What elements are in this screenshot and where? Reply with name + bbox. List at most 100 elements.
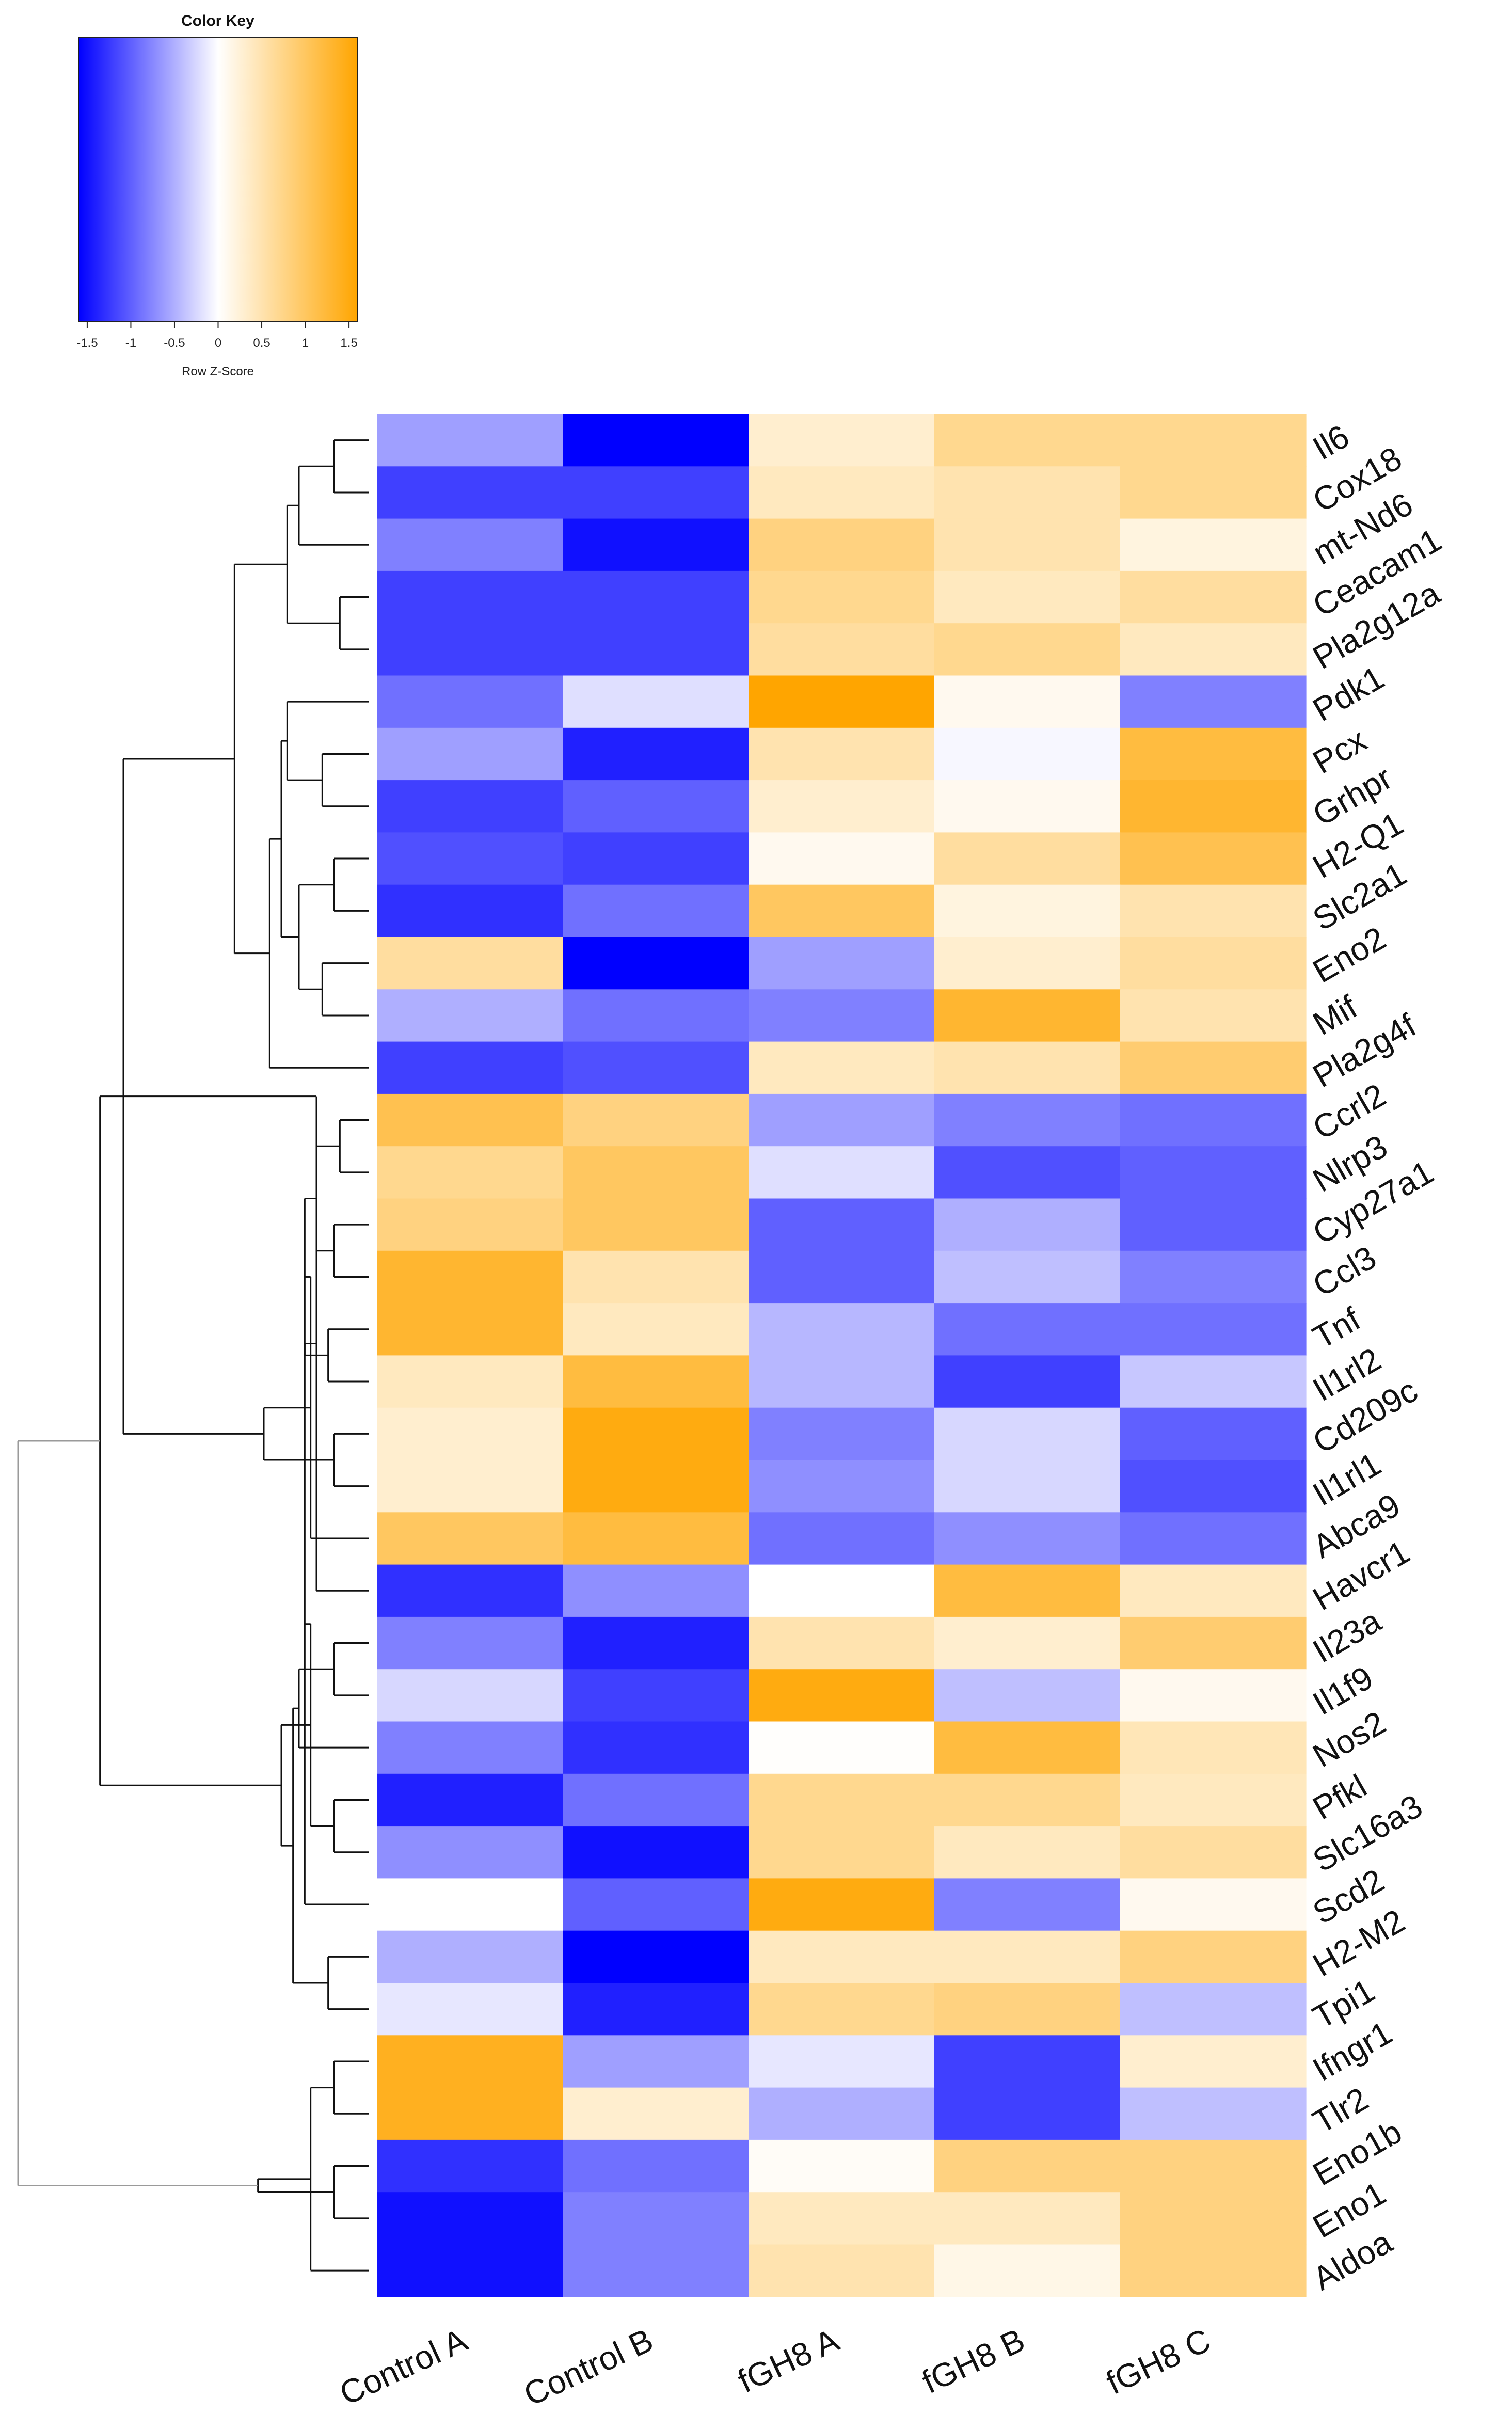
heatmap-cell xyxy=(1120,1512,1307,1565)
heatmap-cell xyxy=(1120,1721,1307,1774)
heatmap-cell xyxy=(563,1721,749,1774)
column-label: fGH8 B xyxy=(916,2321,1030,2401)
color-key-tick-label: 1.5 xyxy=(340,336,357,350)
heatmap-cell xyxy=(377,2035,563,2088)
color-key-tick-label: 0 xyxy=(215,336,221,350)
heatmap-cell xyxy=(1120,1093,1307,1147)
row-label: Pdk1 xyxy=(1307,659,1390,728)
row-label: Ccl3 xyxy=(1307,1238,1382,1304)
heatmap-cell xyxy=(377,1616,563,1670)
color-key-title: Color Key xyxy=(181,12,254,29)
heatmap-cell xyxy=(1120,1460,1307,1513)
heatmap-cell xyxy=(1120,518,1307,571)
heatmap-cell xyxy=(377,414,563,467)
heatmap-cell xyxy=(377,884,563,938)
heatmap-cell xyxy=(377,570,563,624)
heatmap-cell xyxy=(563,414,749,467)
row-label: Eno2 xyxy=(1307,919,1392,990)
heatmap-cell xyxy=(749,2035,935,2088)
heatmap-cell xyxy=(377,989,563,1042)
heatmap-cell xyxy=(749,1616,935,1670)
heatmap-cell xyxy=(749,1826,935,1879)
heatmap-cell xyxy=(749,1878,935,1931)
heatmap-cell xyxy=(934,623,1121,676)
heatmap-cell xyxy=(749,570,935,624)
heatmap-cell xyxy=(563,1250,749,1304)
heatmap-cell xyxy=(1120,1616,1307,1670)
column-label: Control B xyxy=(518,2321,659,2413)
heatmap-cell xyxy=(563,1983,749,2036)
heatmap-cell xyxy=(1120,2139,1307,2193)
heatmap-cell xyxy=(377,780,563,833)
heatmap-cell xyxy=(749,1407,935,1460)
heatmap-cell xyxy=(934,937,1121,990)
heatmap-cell xyxy=(563,937,749,990)
heatmap-cell xyxy=(563,518,749,571)
row-label: Il6 xyxy=(1307,418,1356,467)
heatmap-cell xyxy=(749,414,935,467)
heatmap-cell xyxy=(934,1355,1121,1408)
heatmap-cell xyxy=(749,1041,935,1094)
row-label: Il23a xyxy=(1307,1602,1388,1670)
heatmap-cell xyxy=(1120,2035,1307,2088)
heatmap-cell xyxy=(749,1512,935,1565)
heatmap-cell xyxy=(749,1303,935,1356)
heatmap-cell xyxy=(563,1460,749,1513)
heatmap-cell xyxy=(749,1198,935,1251)
heatmap-cell xyxy=(934,1564,1121,1617)
heatmap-cell xyxy=(934,1669,1121,1722)
heatmap-cell xyxy=(934,1093,1121,1147)
heatmap-cell xyxy=(563,1093,749,1147)
heatmap-cell xyxy=(749,780,935,833)
heatmap-cell xyxy=(563,780,749,833)
heatmap-cell xyxy=(749,937,935,990)
heatmap-cell xyxy=(1120,570,1307,624)
heatmap-cell xyxy=(563,884,749,938)
heatmap-cell xyxy=(934,1616,1121,1670)
heatmap-cell xyxy=(377,1512,563,1565)
heatmap-cell xyxy=(1120,1878,1307,1931)
heatmap-cell xyxy=(563,675,749,728)
heatmap-cell xyxy=(934,1250,1121,1304)
heatmap-cell xyxy=(1120,675,1307,728)
heatmap-cell xyxy=(1120,727,1307,781)
heatmap-cells xyxy=(377,414,1307,2297)
heatmap-cell xyxy=(377,518,563,571)
heatmap-cell xyxy=(934,1460,1121,1513)
heatmap-cell xyxy=(377,1146,563,1199)
heatmap-cell xyxy=(1120,1146,1307,1199)
heatmap-cell xyxy=(563,1564,749,1617)
heatmap-cell xyxy=(1120,466,1307,519)
heatmap-cell xyxy=(749,2139,935,2193)
color-key-axis: -1.5 -1 -0.5 0 0.5 1 1.5 xyxy=(76,321,358,350)
heatmap-cell xyxy=(934,2192,1121,2245)
heatmap-cell xyxy=(749,832,935,885)
heatmap-cell xyxy=(749,1146,935,1199)
heatmap-cell xyxy=(749,1355,935,1408)
color-key-tick-label: 0.5 xyxy=(253,336,270,350)
heatmap-cell xyxy=(934,1041,1121,1094)
heatmap-cell xyxy=(563,2087,749,2140)
heatmap-cell xyxy=(934,1930,1121,1983)
heatmap-cell xyxy=(563,1355,749,1408)
color-key-tick-label: 1 xyxy=(302,336,309,350)
heatmap-cell xyxy=(749,2192,935,2245)
heatmap-cell xyxy=(749,1773,935,1827)
heatmap-cell xyxy=(934,1826,1121,1879)
heatmap-cell xyxy=(563,2035,749,2088)
column-label: fGH8 C xyxy=(1101,2321,1216,2401)
heatmap-cell xyxy=(1120,2192,1307,2245)
heatmap-cell xyxy=(934,727,1121,781)
column-label: Control A xyxy=(334,2321,473,2412)
heatmap-cell xyxy=(934,1512,1121,1565)
heatmap-cell xyxy=(1120,1250,1307,1304)
heatmap-cell xyxy=(749,675,935,728)
heatmap-cell xyxy=(563,1826,749,1879)
heatmap-cell xyxy=(377,1303,563,1356)
heatmap-cell xyxy=(377,1669,563,1722)
heatmap-cell xyxy=(749,1721,935,1774)
heatmap-cell xyxy=(377,1826,563,1879)
heatmap-cell xyxy=(377,1198,563,1251)
heatmap-cell xyxy=(934,989,1121,1042)
